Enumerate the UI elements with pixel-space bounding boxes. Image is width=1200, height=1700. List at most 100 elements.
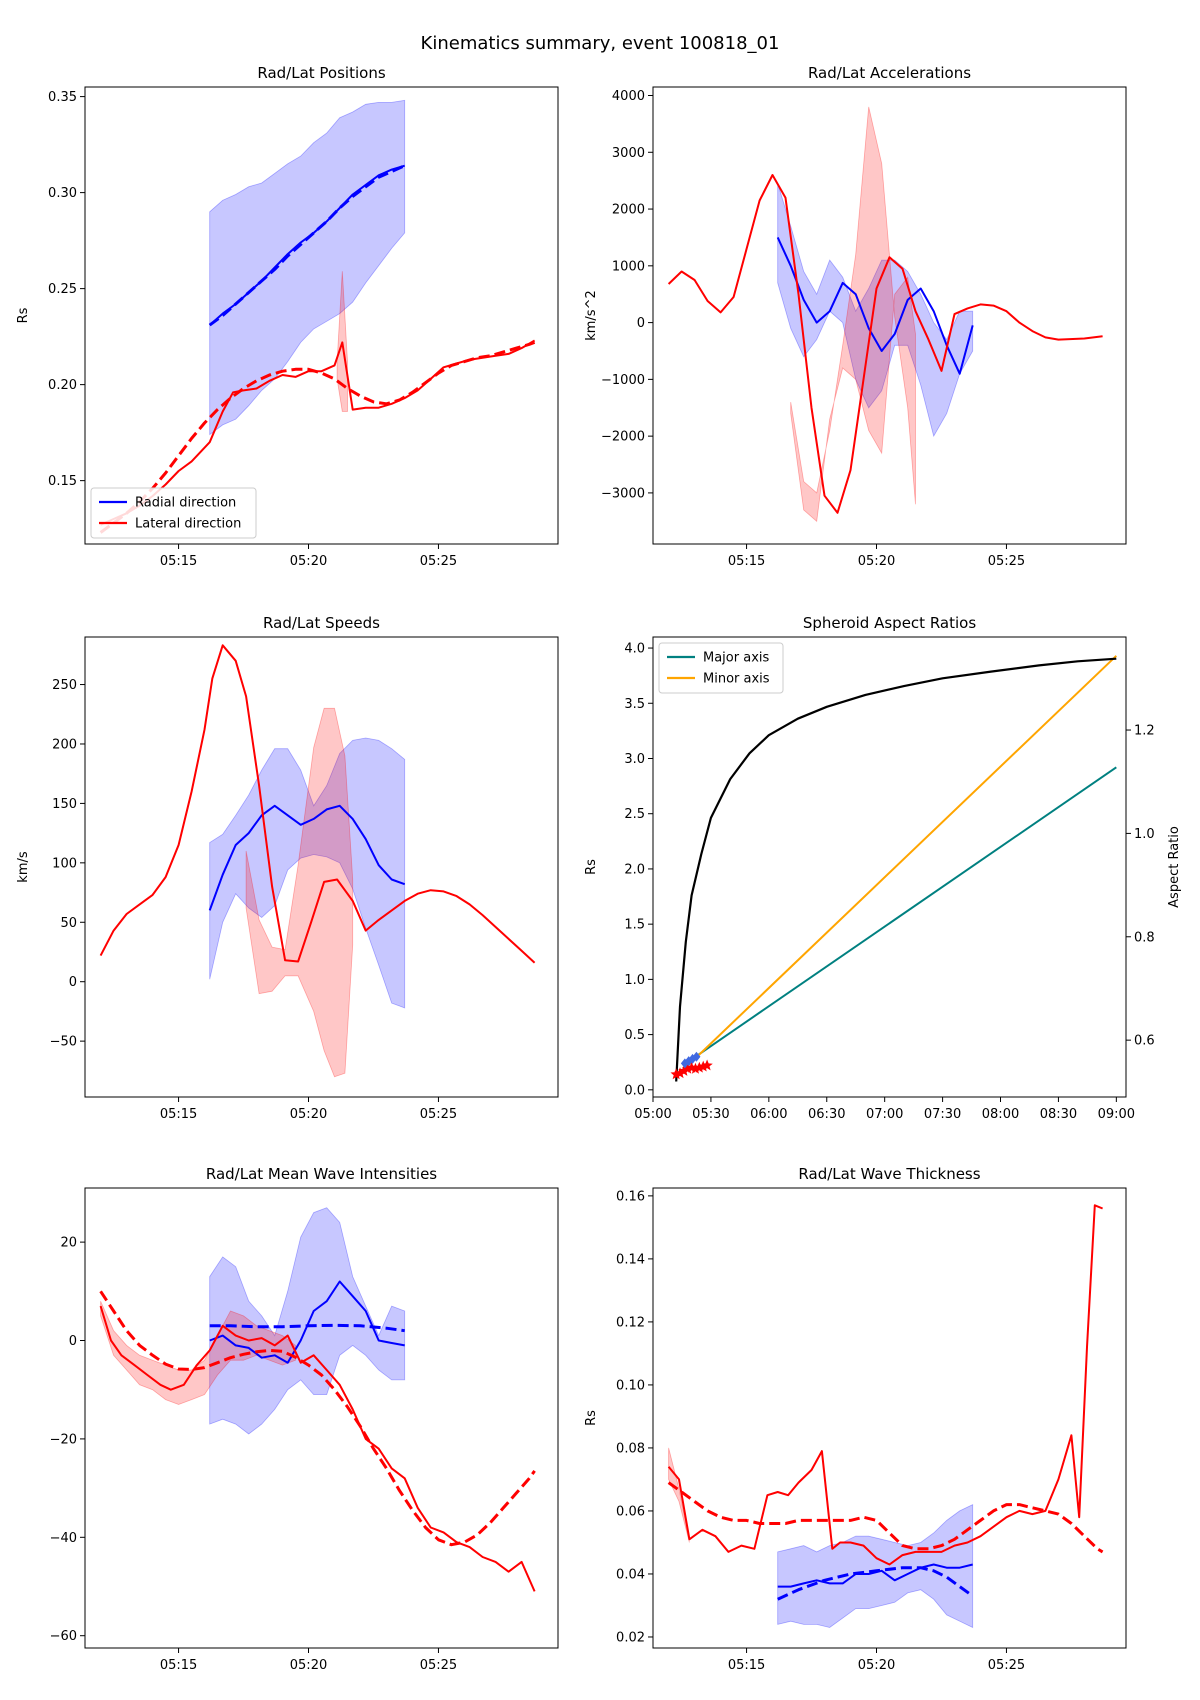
y-tick-label: 0 bbox=[637, 316, 645, 331]
y-tick-label: −40 bbox=[50, 1531, 77, 1546]
plot-area bbox=[99, 1207, 536, 1592]
y-tick-label: 0.20 bbox=[48, 378, 77, 393]
y-tick-label: 0.15 bbox=[48, 474, 77, 489]
data-line bbox=[675, 657, 1117, 1082]
legend: Radial direction Lateral direction bbox=[90, 487, 257, 539]
plot-area bbox=[667, 1204, 1104, 1629]
y-tick-label: 2.5 bbox=[624, 807, 645, 822]
x-tick-label: 05:25 bbox=[420, 1658, 457, 1673]
legend-label: Lateral direction bbox=[135, 517, 241, 532]
legend-label: Minor axis bbox=[703, 672, 770, 687]
y-axis-label: km/s bbox=[16, 851, 31, 883]
y-tick-label: −1000 bbox=[601, 373, 645, 388]
star-marker bbox=[689, 1062, 702, 1074]
data-line-minor-axis bbox=[675, 655, 1117, 1078]
y-tick-label: 250 bbox=[52, 678, 77, 693]
panel-title: Spheroid Aspect Ratios bbox=[803, 614, 976, 632]
x-tick-label: 05:20 bbox=[858, 1658, 895, 1673]
y-tick-label: −60 bbox=[50, 1629, 77, 1644]
x-tick-label: 05:15 bbox=[160, 1107, 197, 1122]
panel-rad-lat-wave-thickness: Rad/Lat Wave Thickness 05:15 05:20 05:25 0.0… bbox=[584, 1165, 1127, 1673]
y-tick-label: −50 bbox=[50, 1035, 77, 1050]
data-line bbox=[667, 174, 1103, 514]
x-tick-label: 08:00 bbox=[982, 1107, 1019, 1122]
y-tick-label: 200 bbox=[52, 737, 77, 752]
y-tick-label: 0 bbox=[69, 975, 77, 990]
y-tick-label: −3000 bbox=[601, 486, 645, 501]
confidence-band bbox=[777, 1503, 974, 1629]
fit-line bbox=[208, 164, 406, 327]
legend-label: Major axis bbox=[703, 651, 769, 666]
x-tick-label: 05:25 bbox=[988, 1658, 1025, 1673]
x-tick-label: 05:25 bbox=[420, 554, 457, 569]
y-tick-label: 100 bbox=[52, 856, 77, 871]
x-tick-label: 05:25 bbox=[988, 554, 1025, 569]
panel-title: Rad/Lat Positions bbox=[257, 64, 385, 82]
y-tick-label: 0.25 bbox=[48, 282, 77, 297]
y-right-tick-label: 1.2 bbox=[1134, 724, 1155, 739]
panel-spheroid-aspect-ratios: Spheroid Aspect Ratios 05:00 05:30 06:00 06:… bbox=[584, 614, 1182, 1122]
data-line bbox=[776, 236, 974, 375]
panel-rad-lat-positions: Rad/Lat Positions 05:15 05:20 05:25 0.15 0.20… bbox=[16, 64, 559, 569]
confidence-band bbox=[245, 707, 354, 1078]
figure-title: Kinematics summary, event 100818_01 bbox=[421, 33, 780, 54]
x-tick-label: 05:15 bbox=[160, 1658, 197, 1673]
y-tick-label: 3.5 bbox=[624, 697, 645, 712]
y-right-tick-label: 0.6 bbox=[1134, 1034, 1155, 1049]
y-tick-label: 0.0 bbox=[624, 1083, 645, 1098]
y-tick-label: 3000 bbox=[612, 146, 645, 161]
axes-frame bbox=[84, 86, 559, 545]
x-tick-label: 07:00 bbox=[866, 1107, 903, 1122]
panel-title: Rad/Lat Mean Wave Intensities bbox=[206, 1165, 437, 1183]
y-tick-label: 0.35 bbox=[48, 90, 77, 105]
y-tick-label: 0.16 bbox=[616, 1189, 645, 1204]
fit-line bbox=[777, 1566, 974, 1601]
y-tick-label: 0.02 bbox=[616, 1630, 645, 1645]
axes-frame bbox=[84, 636, 559, 1098]
plot-area bbox=[99, 644, 536, 1078]
fit-line bbox=[209, 1323, 405, 1333]
plot-area bbox=[670, 655, 1117, 1082]
y-tick-label: 0.30 bbox=[48, 186, 77, 201]
y-tick-label: 150 bbox=[52, 797, 77, 812]
y-right-tick-label: 0.8 bbox=[1134, 930, 1155, 945]
y-tick-label: 4000 bbox=[612, 89, 645, 104]
y-right-tick-label: 1.0 bbox=[1134, 827, 1155, 842]
y-tick-label: 0.06 bbox=[616, 1504, 645, 1519]
confidence-band bbox=[209, 737, 406, 1009]
legend-box bbox=[658, 642, 784, 694]
axes-frame bbox=[652, 1187, 1127, 1649]
data-line bbox=[667, 1204, 1103, 1566]
y-tick-label: 20 bbox=[60, 1236, 77, 1251]
y-tick-label: 2.0 bbox=[624, 862, 645, 877]
x-tick-label: 05:15 bbox=[160, 554, 197, 569]
confidence-band bbox=[209, 1207, 406, 1435]
confidence-band bbox=[777, 183, 974, 438]
fit-line bbox=[99, 1290, 536, 1547]
confidence-band bbox=[790, 106, 916, 523]
y-tick-label: 3.0 bbox=[624, 752, 645, 767]
x-tick-label: 07:30 bbox=[924, 1107, 961, 1122]
y-axis-label: km/s^2 bbox=[584, 290, 599, 341]
x-tick-label: 05:15 bbox=[728, 554, 765, 569]
y-tick-label: 2000 bbox=[612, 203, 645, 218]
y-tick-label: −2000 bbox=[601, 430, 645, 445]
fit-line bbox=[667, 1481, 1104, 1554]
x-tick-label: 05:00 bbox=[634, 1107, 671, 1122]
panel-rad-lat-accelerations: Rad/Lat Accelerations 05:15 05:20 05:25 −300… bbox=[584, 64, 1127, 569]
x-tick-label: 08:30 bbox=[1040, 1107, 1077, 1122]
panel-title: Rad/Lat Wave Thickness bbox=[798, 1165, 980, 1183]
y-axis-label: Rs bbox=[16, 307, 31, 323]
data-line bbox=[208, 804, 406, 911]
star-marker bbox=[701, 1059, 713, 1071]
diamond-marker bbox=[692, 1051, 701, 1062]
legend: Major axis Minor axis bbox=[658, 642, 784, 694]
star-marker bbox=[697, 1060, 709, 1072]
y-tick-label: 0.12 bbox=[616, 1315, 645, 1330]
star-marker bbox=[670, 1068, 682, 1080]
x-tick-label: 05:15 bbox=[728, 1658, 765, 1673]
panel-title: Rad/Lat Speeds bbox=[263, 614, 380, 632]
data-line bbox=[99, 1305, 536, 1592]
